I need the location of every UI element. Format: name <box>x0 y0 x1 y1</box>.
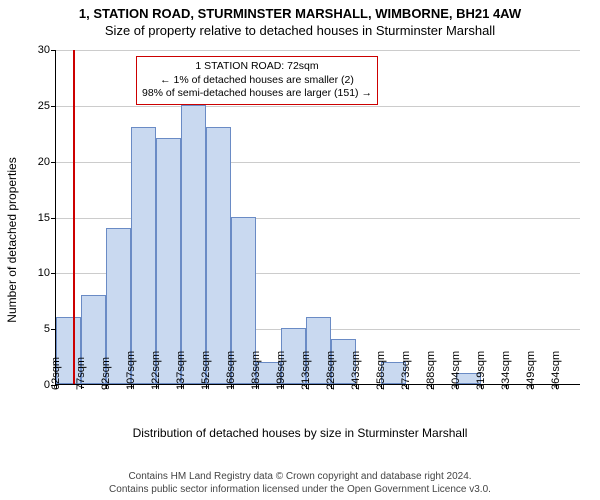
x-tick-label: 334sqm <box>500 351 512 390</box>
annotation-line1: 1 STATION ROAD: 72sqm <box>142 60 372 74</box>
y-tick-label: 30 <box>38 44 50 56</box>
footer-line2: Contains public sector information licen… <box>0 484 600 497</box>
x-tick-label: 349sqm <box>525 351 537 390</box>
x-tick-label: 273sqm <box>400 351 412 390</box>
gridline-h <box>56 106 580 107</box>
annotation-line3: 98% of semi-detached houses are larger (… <box>142 87 372 101</box>
y-tick-label: 20 <box>38 156 50 168</box>
x-tick-label: 77sqm <box>75 357 87 390</box>
x-tick-label: 92sqm <box>100 357 112 390</box>
x-tick-label: 198sqm <box>275 351 287 390</box>
y-tick-mark <box>51 273 56 274</box>
chart-title-area: 1, STATION ROAD, STURMINSTER MARSHALL, W… <box>0 0 600 40</box>
chart-wrap: Number of detached properties 0510152025… <box>0 40 600 440</box>
y-tick-mark <box>51 106 56 107</box>
x-tick-label: 319sqm <box>475 351 487 390</box>
x-tick-label: 107sqm <box>125 351 137 390</box>
y-tick-mark <box>51 162 56 163</box>
title-line2: Size of property relative to detached ho… <box>10 23 590 38</box>
x-tick-label: 62sqm <box>50 357 62 390</box>
footer-line1: Contains HM Land Registry data © Crown c… <box>0 471 600 484</box>
y-tick-label: 5 <box>44 323 50 335</box>
title-line1: 1, STATION ROAD, STURMINSTER MARSHALL, W… <box>10 6 590 21</box>
y-tick-mark <box>51 218 56 219</box>
x-axis-label: Distribution of detached houses by size … <box>0 426 600 440</box>
x-tick-label: 137sqm <box>175 351 187 390</box>
x-tick-label: 213sqm <box>300 351 312 390</box>
histogram-bar <box>206 127 231 384</box>
x-tick-label: 258sqm <box>375 351 387 390</box>
x-tick-label: 304sqm <box>450 351 462 390</box>
x-tick-label: 152sqm <box>200 351 212 390</box>
marker-line <box>73 50 75 384</box>
plot-area: 05101520253062sqm77sqm92sqm107sqm122sqm1… <box>55 50 580 385</box>
y-tick-label: 15 <box>38 212 50 224</box>
histogram-bar <box>156 138 181 384</box>
x-tick-label: 122sqm <box>150 351 162 390</box>
y-tick-mark <box>51 50 56 51</box>
y-axis-label: Number of detached properties <box>5 157 19 322</box>
annotation-box: 1 STATION ROAD: 72sqm← 1% of detached ho… <box>136 56 378 105</box>
x-tick-label: 364sqm <box>550 351 562 390</box>
x-tick-label: 183sqm <box>250 351 262 390</box>
histogram-bar <box>181 105 206 384</box>
x-tick-label: 288sqm <box>425 351 437 390</box>
footer-attribution: Contains HM Land Registry data © Crown c… <box>0 471 600 496</box>
histogram-bar <box>131 127 156 384</box>
annotation-line2: ← 1% of detached houses are smaller (2) <box>142 74 372 88</box>
x-tick-label: 228sqm <box>325 351 337 390</box>
gridline-h <box>56 50 580 51</box>
x-tick-label: 168sqm <box>225 351 237 390</box>
y-tick-label: 10 <box>38 267 50 279</box>
y-tick-label: 25 <box>38 100 50 112</box>
x-tick-label: 243sqm <box>350 351 362 390</box>
